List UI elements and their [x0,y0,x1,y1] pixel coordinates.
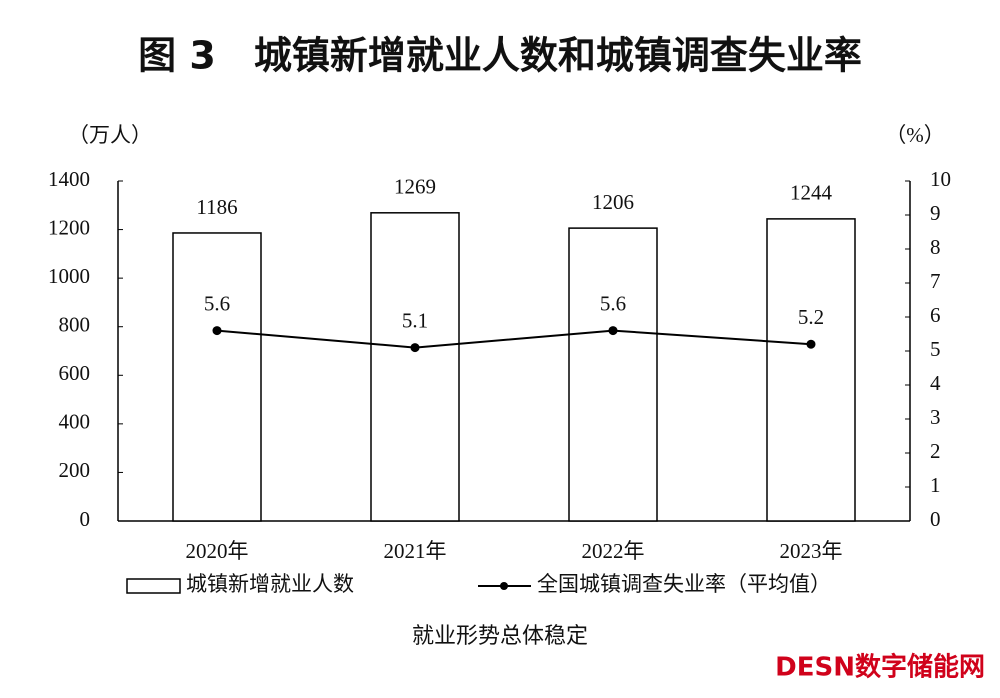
legend-label: 城镇新增就业人数 [186,572,354,596]
y2-tick-label: 4 [930,371,941,395]
legend-label: 全国城镇调查失业率（平均值） [537,572,831,596]
x-tick-label: 2020年 [186,539,249,563]
data-label: 5.2 [798,305,824,329]
x-tick-label: 2022年 [582,539,645,563]
x-tick-label: 2023年 [780,539,843,563]
legend-swatch-point [500,582,508,590]
y2-tick-label: 8 [930,235,941,259]
bar [370,212,460,522]
chart-title: 图 3 城镇新增就业人数和城镇调查失业率 [138,34,862,78]
y2-tick-label: 3 [930,405,941,429]
y2-tick-label: 1 [930,473,941,497]
y2-tick-label: 9 [930,201,941,225]
point [806,339,816,349]
y2-tick-label: 2 [930,439,941,463]
y-tick-label: 1200 [48,215,90,239]
y2-tick-label: 0 [930,507,941,531]
data-label: 1244 [790,181,833,205]
line [216,329,812,349]
y-tick-label: 0 [80,507,91,531]
y2-tick-label: 6 [930,303,941,327]
data-label: 5.6 [204,291,230,315]
y-tick-label: 600 [59,361,91,385]
data-label: 5.1 [402,308,428,332]
point [212,326,222,336]
bar [172,232,262,522]
y-tick-label: 400 [59,410,91,434]
data-label: 1206 [592,190,634,214]
y-tick-label: 200 [59,458,91,482]
y-tick-label: 1400 [48,167,90,191]
x-tick-label: 2021年 [384,539,447,563]
point [608,326,618,336]
bar [568,227,658,522]
watermark: DESN数字储能网 [775,652,985,683]
point [410,343,420,353]
y-tick-label: 1000 [48,264,90,288]
y2-tick-label: 7 [930,269,941,293]
data-label: 5.6 [600,291,626,315]
y2-tick-label: 10 [930,167,951,191]
y-unit: （万人） [68,123,152,147]
bar [766,218,856,522]
y2-unit: （%） [885,123,945,147]
legend-swatch [126,578,181,594]
data-label: 1186 [196,195,237,219]
caption: 就业形势总体稳定 [412,623,588,648]
y-tick-label: 800 [59,313,91,337]
data-label: 1269 [394,175,436,199]
y2-tick-label: 5 [930,337,941,361]
